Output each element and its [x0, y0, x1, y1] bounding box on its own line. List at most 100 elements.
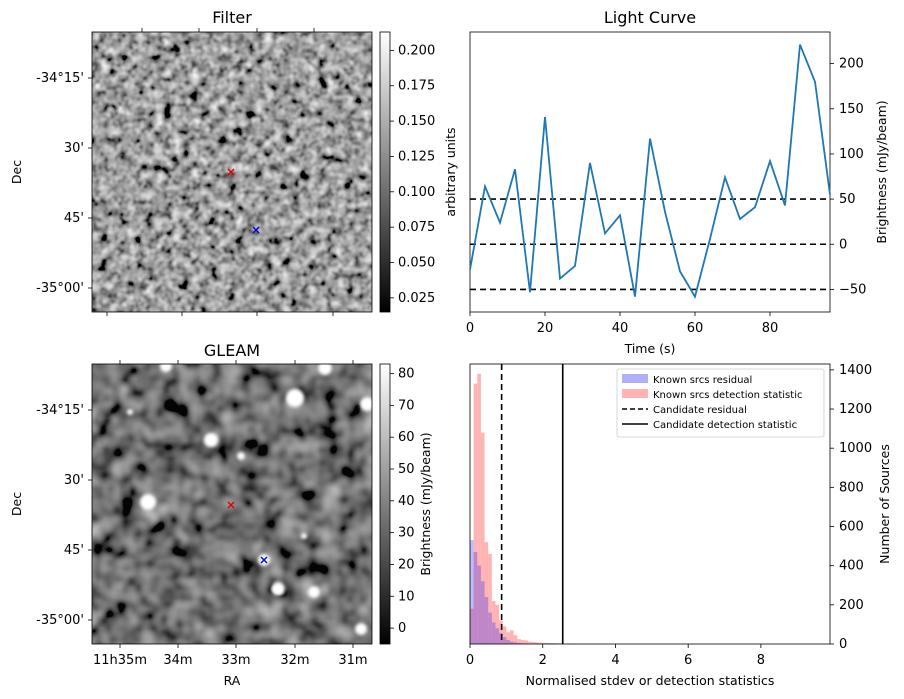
gleam-top-ticks	[119, 360, 354, 364]
gleam-colorbar	[379, 363, 391, 645]
detection-bar	[484, 542, 489, 644]
overlap-bar	[506, 640, 510, 644]
x-tick-label: 0	[466, 321, 474, 336]
y-tick-label: 800	[839, 480, 864, 495]
histogram-xlabel: Normalised stdev or detection statistics	[526, 673, 775, 688]
dec-tick-label: -34°15'	[36, 403, 84, 418]
detection-bar	[499, 620, 503, 644]
detection-bar	[506, 632, 510, 644]
detection-bar	[542, 642, 547, 644]
colorbar-tick-label: 10	[398, 589, 415, 604]
colorbar-tick-label: 50	[398, 462, 415, 477]
legend-label-residual: Known srcs residual	[653, 375, 752, 386]
y-tick-label: 1200	[839, 402, 872, 417]
filter-colorbar-label: arbitrary units	[443, 127, 458, 216]
detection-bar	[520, 640, 525, 644]
y-tick-label: 600	[839, 520, 864, 535]
overlap-bar	[484, 597, 489, 644]
x-tick-label: 2	[539, 653, 547, 668]
colorbar-tick-label: 60	[398, 430, 415, 445]
colorbar-tick-label: 0.150	[398, 114, 435, 129]
dec-tick-label: -34°15'	[36, 71, 84, 86]
gleam-bright-sources	[127, 360, 374, 635]
y-tick-label: 200	[839, 598, 864, 613]
lightcurve-ylabel: Brightness (mJy/beam)	[874, 100, 889, 243]
colorbar-tick-label: 0	[398, 621, 406, 636]
histogram-panel: 0 2 4 6 8 0 200 400 600 800 1000 1200 1400 Normalis…	[466, 363, 892, 688]
filter-marker-red	[227, 168, 235, 176]
y-tick-label: 0	[839, 237, 847, 252]
gleam-marker-blue	[260, 556, 268, 564]
filter-colorbar-ticks: 0.025 0.050 0.075 0.100 0.125 0.150 0.175 0.200	[390, 43, 435, 306]
detection-bar	[524, 640, 529, 644]
gleam-xaxis: 11h35m 34m 33m 32m 31m	[93, 644, 368, 668]
gleam-colorbar-label: Brightness (mJy/beam)	[418, 432, 433, 575]
detection-bar	[550, 643, 554, 644]
gleam-ylabel: Dec	[9, 492, 24, 516]
lightcurve-frame	[469, 31, 831, 313]
colorbar-tick-label: 0.025	[398, 291, 435, 306]
detection-bar	[535, 642, 540, 644]
legend-label-candidate-detection: Candidate detection statistic	[653, 420, 797, 431]
overlap-bar	[517, 643, 521, 644]
detection-bar	[528, 641, 532, 644]
histogram-bars	[470, 373, 594, 644]
overlap-bar	[480, 581, 485, 644]
ra-tick-label: 11h35m	[93, 653, 147, 668]
filter-ylabel: Dec	[9, 160, 24, 184]
x-tick-label: 60	[687, 321, 704, 336]
gleam-panel: GLEAM -34°15' 30' 45' -35°00' 11h35m 34m 33m 3…	[9, 341, 433, 688]
detection-bar	[488, 553, 492, 644]
filter-frame	[91, 31, 373, 313]
legend-swatch-detection	[622, 389, 648, 398]
detection-bar	[477, 373, 481, 644]
colorbar-tick-label: 0.175	[398, 79, 435, 94]
filter-title: Filter	[212, 8, 252, 27]
dec-tick-label: 45'	[64, 543, 84, 558]
colorbar-tick-label: 0.075	[398, 220, 435, 235]
x-tick-label: 4	[611, 653, 619, 668]
overlap-bar	[510, 641, 514, 644]
lightcurve-title: Light Curve	[604, 8, 696, 27]
gleam-frame	[91, 363, 373, 645]
colorbar-tick-label: 40	[398, 494, 415, 509]
filter-yaxis: -34°15' 30' 45' -35°00'	[36, 71, 92, 296]
colorbar-tick-label: 80	[398, 367, 415, 382]
detection-bar	[502, 626, 507, 644]
gleam-title: GLEAM	[204, 341, 260, 360]
colorbar-tick-label: 30	[398, 526, 415, 541]
filter-colorbar	[379, 31, 391, 313]
dec-tick-label: -35°00'	[36, 281, 84, 296]
gleam-xlabel: RA	[224, 673, 241, 688]
y-tick-label: 50	[839, 192, 856, 207]
overlap-bar	[491, 622, 496, 644]
overlap-bar	[513, 642, 518, 644]
dec-tick-label: -35°00'	[36, 613, 84, 628]
histogram-xaxis: 0 2 4 6 8	[466, 644, 765, 668]
y-tick-label: 200	[839, 57, 864, 72]
x-tick-label: 8	[757, 653, 765, 668]
y-tick-label: −50	[839, 282, 866, 297]
histogram-candidate-lines	[500, 364, 564, 644]
ra-tick-label: 33m	[221, 653, 250, 668]
overlap-bar	[495, 628, 500, 644]
colorbar-tick-label: 0.200	[398, 43, 435, 58]
filter-panel: Filter -34°15'30'45'-35°00' Dec 0.025 0.0…	[9, 8, 458, 316]
detection-bar	[531, 642, 536, 644]
filter-xticks	[106, 28, 334, 316]
colorbar-tick-label: 0.100	[398, 185, 435, 200]
gleam-colorbar-ticks: 0 10 20 30 40 50 60 70 80	[390, 367, 415, 636]
ra-tick-label: 32m	[280, 653, 309, 668]
colorbar-tick-label: 20	[398, 557, 415, 572]
lightcurve-panel: Light Curve 0 20 40 60 80 −50 0 50 100 150 200 Ti…	[466, 8, 889, 356]
overlap-bar	[488, 612, 492, 644]
y-tick-label: 1000	[839, 441, 872, 456]
dec-tick-label: 30'	[64, 473, 84, 488]
gleam-marker-red	[227, 501, 235, 509]
y-tick-label: 0	[839, 637, 847, 652]
lightcurve-xaxis: 0 20 40 60 80	[466, 312, 778, 336]
detection-bar	[473, 383, 478, 644]
colorbar-tick-label: 0.125	[398, 149, 435, 164]
lightcurve-yaxis: −50 0 50 100 150 200	[830, 57, 866, 297]
